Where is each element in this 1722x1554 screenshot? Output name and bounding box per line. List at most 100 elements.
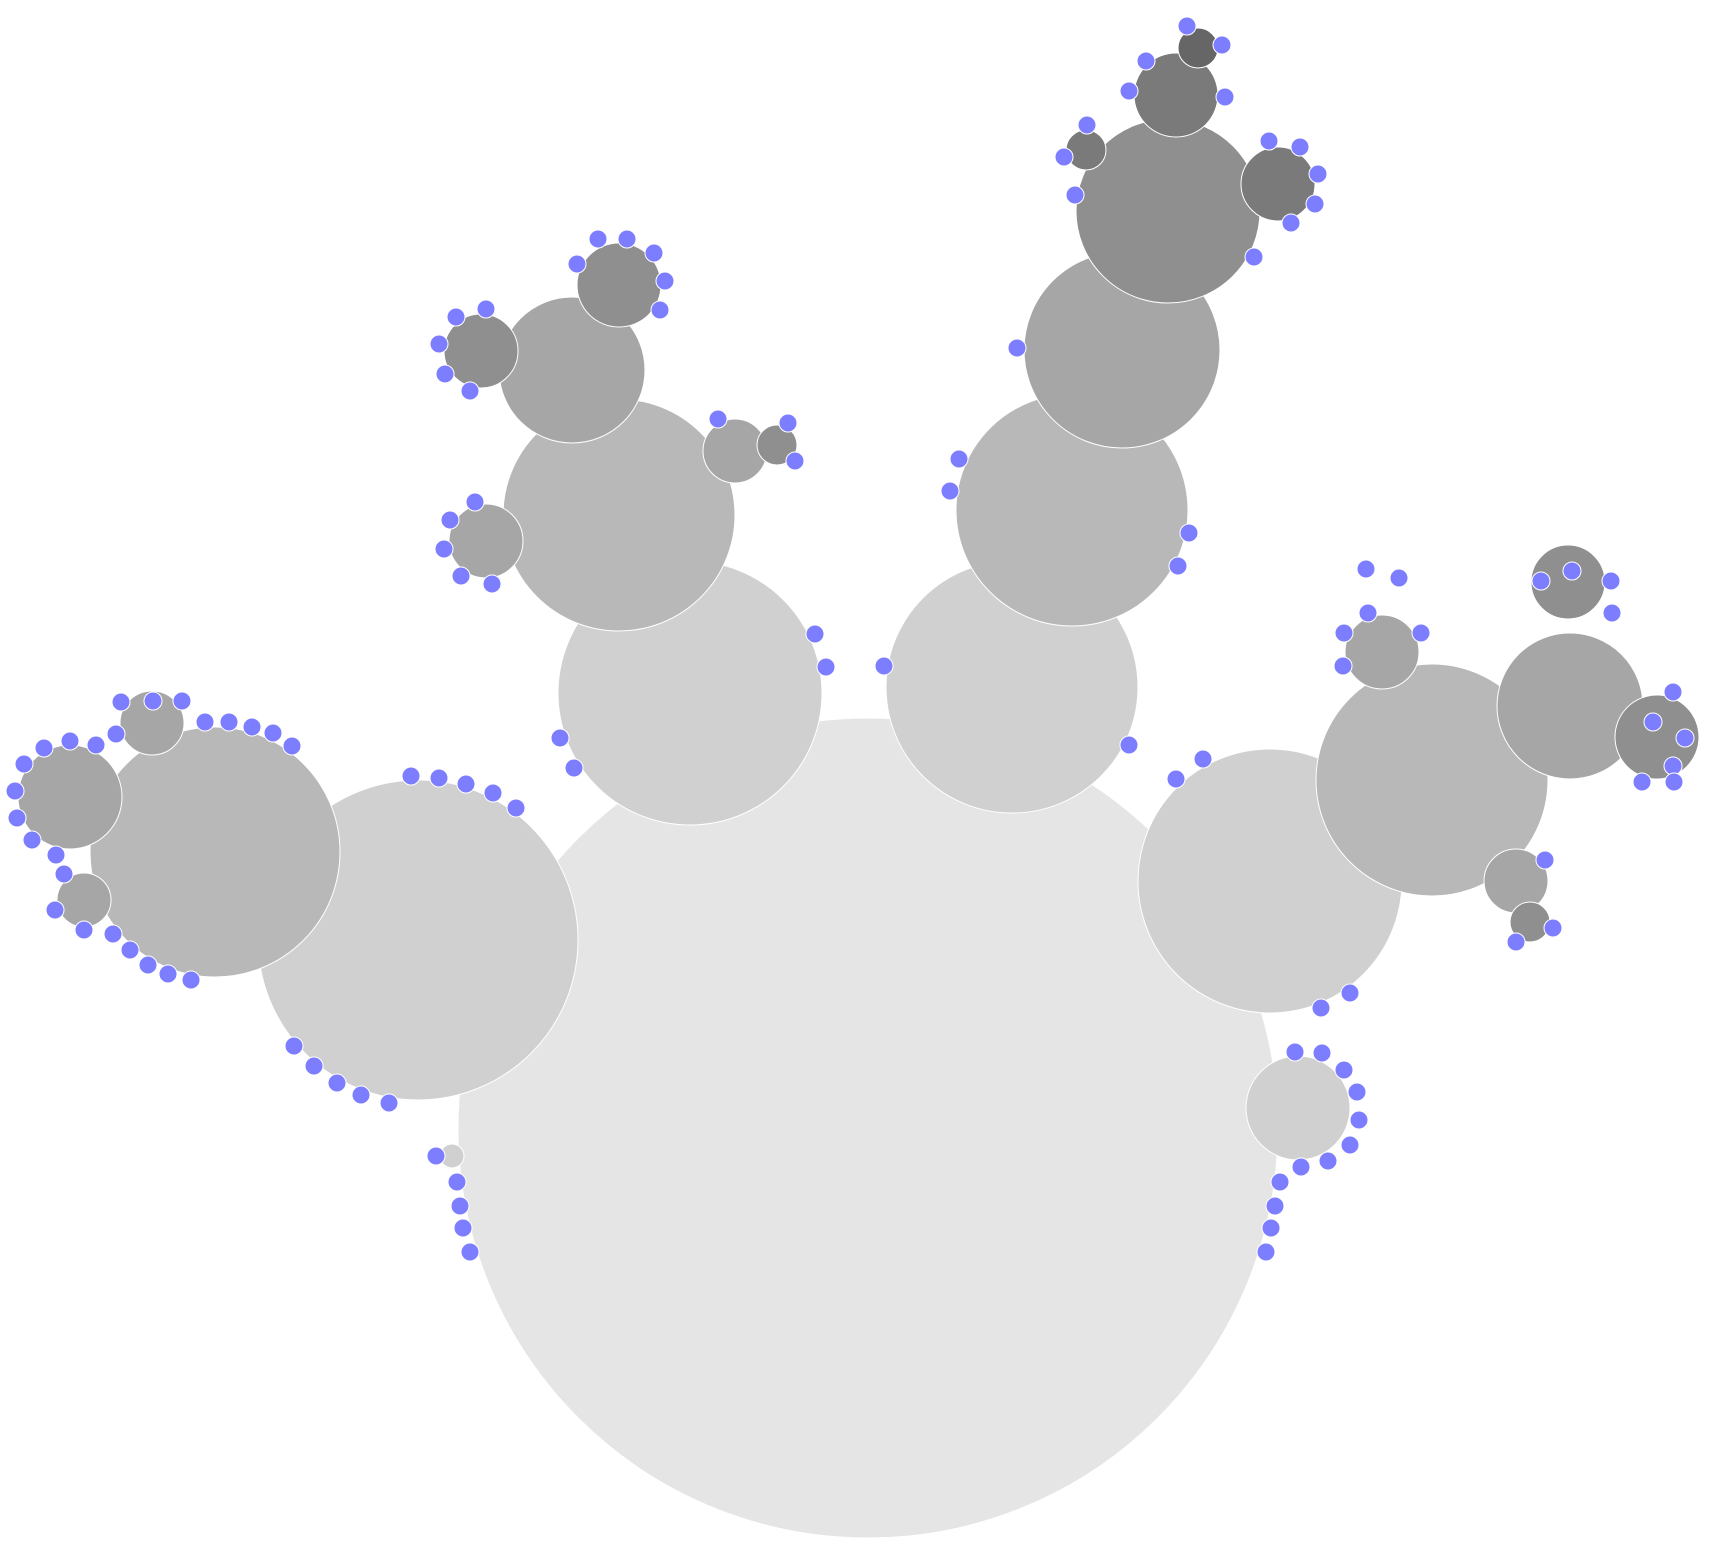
- leaf-node: [1065, 185, 1085, 205]
- leaf-node: [785, 451, 805, 471]
- leaf-node: [617, 229, 637, 249]
- leaf-node: [45, 900, 65, 920]
- leaf-node: [242, 717, 262, 737]
- leaf-node: [1602, 603, 1622, 623]
- leaf-node: [1333, 656, 1353, 676]
- leaf-node: [1632, 772, 1652, 792]
- leaf-node: [940, 481, 960, 501]
- tree-node-depth-2: [1315, 663, 1549, 897]
- tree-node-depth-3: [1344, 614, 1420, 690]
- leaf-node: [1349, 1110, 1369, 1130]
- leaf-node: [304, 1056, 324, 1076]
- leaf-node: [1312, 1043, 1332, 1063]
- leaf-node: [1281, 213, 1301, 233]
- leaf-node: [1193, 749, 1213, 769]
- leaf-node: [1179, 523, 1199, 543]
- leaf-node: [482, 574, 502, 594]
- leaf-node: [435, 364, 455, 384]
- leaf-node: [778, 413, 798, 433]
- leaf-node: [1290, 137, 1310, 157]
- leaf-node: [1675, 728, 1695, 748]
- leaf-node: [1054, 147, 1074, 167]
- leaf-node: [1543, 918, 1563, 938]
- leaf-node: [708, 409, 728, 429]
- leaf-node: [1168, 556, 1188, 576]
- leaf-node: [1663, 682, 1683, 702]
- leaf-node: [1334, 1060, 1354, 1080]
- leaf-node: [1136, 51, 1156, 71]
- leaf-node: [351, 1085, 371, 1105]
- leaf-node: [263, 723, 283, 743]
- leaf-node: [106, 724, 126, 744]
- leaf-node: [550, 728, 570, 748]
- leaf-node: [1356, 559, 1376, 579]
- leaf-node: [1535, 850, 1555, 870]
- tree-node-depth-5: [1065, 129, 1107, 171]
- leaf-node: [1215, 87, 1235, 107]
- leaf-node: [1506, 932, 1526, 952]
- leaf-node: [949, 449, 969, 469]
- leaf-node: [1077, 115, 1097, 135]
- leaf-node: [1256, 1242, 1276, 1262]
- tree-node-depth-3: [119, 690, 185, 756]
- leaf-node: [564, 758, 584, 778]
- node-layer: [17, 27, 1700, 1539]
- leaf-node: [460, 381, 480, 401]
- leaf-node: [465, 492, 485, 512]
- leaf-node: [86, 735, 106, 755]
- leaf-node: [1318, 1151, 1338, 1171]
- leaf-node: [506, 798, 526, 818]
- leaf-node: [284, 1036, 304, 1056]
- leaf-node: [1358, 603, 1378, 623]
- leaf-node: [1347, 1082, 1367, 1102]
- leaf-node: [138, 955, 158, 975]
- leaf-node: [1261, 1218, 1281, 1238]
- leaf-node: [483, 783, 503, 803]
- leaf-node: [172, 691, 192, 711]
- leaf-node: [460, 1242, 480, 1262]
- leaf-node: [120, 940, 140, 960]
- leaf-node: [1119, 735, 1139, 755]
- leaf-node: [429, 768, 449, 788]
- leaf-node: [5, 781, 25, 801]
- leaf-node: [446, 307, 466, 327]
- leaf-node: [426, 1146, 446, 1166]
- leaf-node: [588, 229, 608, 249]
- leaf-node: [447, 1172, 467, 1192]
- leaf-node: [1285, 1042, 1305, 1062]
- leaf-node: [181, 970, 201, 990]
- leaf-node: [453, 1218, 473, 1238]
- leaf-node: [1166, 769, 1186, 789]
- leaf-node: [195, 712, 215, 732]
- leaf-node: [451, 566, 471, 586]
- leaf-node: [434, 539, 454, 559]
- leaf-node: [143, 691, 163, 711]
- leaf-node: [1305, 194, 1325, 214]
- leaf-node: [1291, 1157, 1311, 1177]
- leaf-node: [1311, 998, 1331, 1018]
- leaf-node: [874, 656, 894, 676]
- leaf-node: [1334, 623, 1354, 643]
- leaf-node: [1119, 81, 1139, 101]
- leaf-node: [1265, 1196, 1285, 1216]
- leaf-node: [74, 920, 94, 940]
- leaf-node: [219, 712, 239, 732]
- tree-node-depth-2: [89, 726, 341, 978]
- leaf-node: [644, 243, 664, 263]
- leaf-node: [805, 624, 825, 644]
- leaf-node: [1259, 131, 1279, 151]
- leaf-node: [1177, 16, 1197, 36]
- leaf-node: [46, 845, 66, 865]
- leaf-node: [476, 299, 496, 319]
- leaf-node: [22, 830, 42, 850]
- leaf-node: [1664, 772, 1684, 792]
- tree-node-depth-4: [756, 424, 798, 466]
- leaf-layer: [5, 16, 1695, 1262]
- leaf-node: [1244, 247, 1264, 267]
- leaf-node: [60, 731, 80, 751]
- leaf-node: [567, 254, 587, 274]
- leaf-node: [1562, 561, 1582, 581]
- leaf-node: [14, 754, 34, 774]
- leaf-node: [7, 808, 27, 828]
